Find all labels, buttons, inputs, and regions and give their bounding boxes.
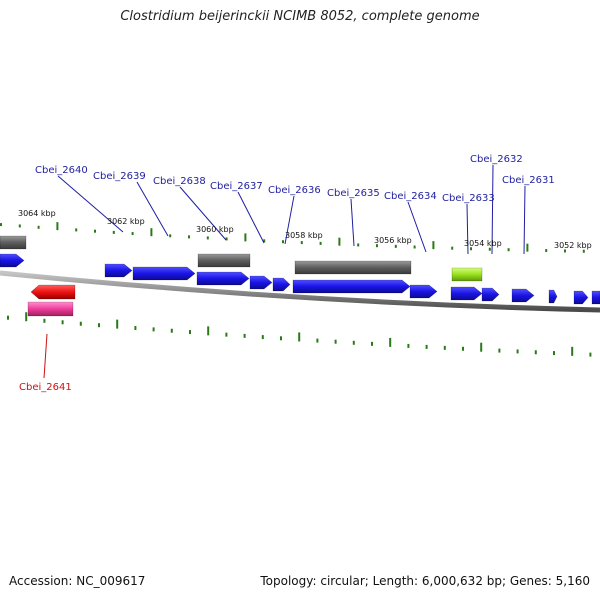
gene-label-cbei-2632[interactable]: Cbei_2632	[470, 154, 523, 165]
scale-label: 3054 kbp	[464, 239, 502, 248]
gene-label-cbei-2636[interactable]: Cbei_2636	[268, 185, 321, 196]
gene-arrow	[409, 284, 438, 299]
gene-label-cbei-2641[interactable]: Cbei_2641	[19, 382, 72, 393]
pseudogene-feature	[0, 235, 27, 250]
gene-label-cbei-2638[interactable]: Cbei_2638	[153, 176, 206, 187]
inner-tick-marks	[7, 312, 592, 357]
outer-tick-marks	[0, 222, 585, 253]
gene-arrow	[196, 271, 250, 286]
accession-text: Accession: NC_009617	[9, 574, 146, 588]
callout-line	[57, 175, 124, 233]
gene-features	[0, 235, 600, 317]
gene-label-cbei-2640[interactable]: Cbei_2640	[35, 165, 88, 176]
gene-label-cbei-2633[interactable]: Cbei_2633	[442, 193, 495, 204]
gene-arrow	[591, 290, 600, 305]
pseudogene-feature	[294, 260, 412, 275]
gene-arrow	[481, 287, 500, 302]
scale-label: 3062 kbp	[107, 217, 145, 226]
scale-label: 3060 kbp	[196, 225, 234, 234]
callout-line	[350, 198, 355, 247]
gene-arrow	[292, 279, 411, 294]
genome-backbone	[0, 270, 600, 313]
gene-label-cbei-2637[interactable]: Cbei_2637	[210, 181, 263, 192]
callout-line	[491, 164, 494, 255]
gene-callout-lines	[43, 164, 526, 379]
highlighted-gene-green	[451, 267, 483, 282]
gene-label-cbei-2639[interactable]: Cbei_2639	[93, 171, 146, 182]
genome-summary-text: Topology: circular; Length: 6,000,632 bp…	[260, 574, 590, 588]
highlighted-gene-red	[30, 284, 76, 300]
gene-arrow	[132, 266, 196, 281]
gene-labels: Cbei_2640 Cbei_2639 Cbei_2638 Cbei_2637 …	[19, 154, 555, 393]
highlighted-gene-pink	[27, 301, 74, 317]
callout-line	[407, 201, 427, 253]
scale-label: 3056 kbp	[374, 236, 412, 245]
scale-labels: 3064 kbp 3062 kbp 3060 kbp 3058 kbp 3056…	[18, 209, 592, 250]
gene-arrow	[573, 290, 589, 305]
map-title: Clostridium beijerinckii NCIMB 8052, com…	[120, 9, 480, 24]
gene-label-cbei-2631[interactable]: Cbei_2631	[502, 175, 555, 186]
gene-arrow	[272, 277, 291, 292]
callout-line	[136, 181, 169, 237]
callout-line	[523, 185, 526, 255]
callout-line	[179, 186, 227, 241]
gene-arrow	[450, 286, 483, 301]
gene-label-cbei-2634[interactable]: Cbei_2634	[384, 191, 437, 202]
callout-line	[466, 203, 469, 255]
callout-line	[284, 195, 295, 245]
callout-line	[43, 333, 48, 379]
scale-label: 3064 kbp	[18, 209, 56, 218]
scale-label: 3058 kbp	[285, 231, 323, 240]
pseudogene-feature	[197, 253, 251, 268]
gene-arrow	[249, 275, 273, 290]
gene-arrow	[548, 289, 558, 304]
callout-line	[237, 191, 265, 244]
gene-label-cbei-2635[interactable]: Cbei_2635	[327, 188, 380, 199]
gene-arrow	[104, 263, 133, 278]
gene-arrow	[0, 253, 25, 268]
scale-label: 3052 kbp	[554, 241, 592, 250]
gene-arrow	[511, 288, 535, 303]
